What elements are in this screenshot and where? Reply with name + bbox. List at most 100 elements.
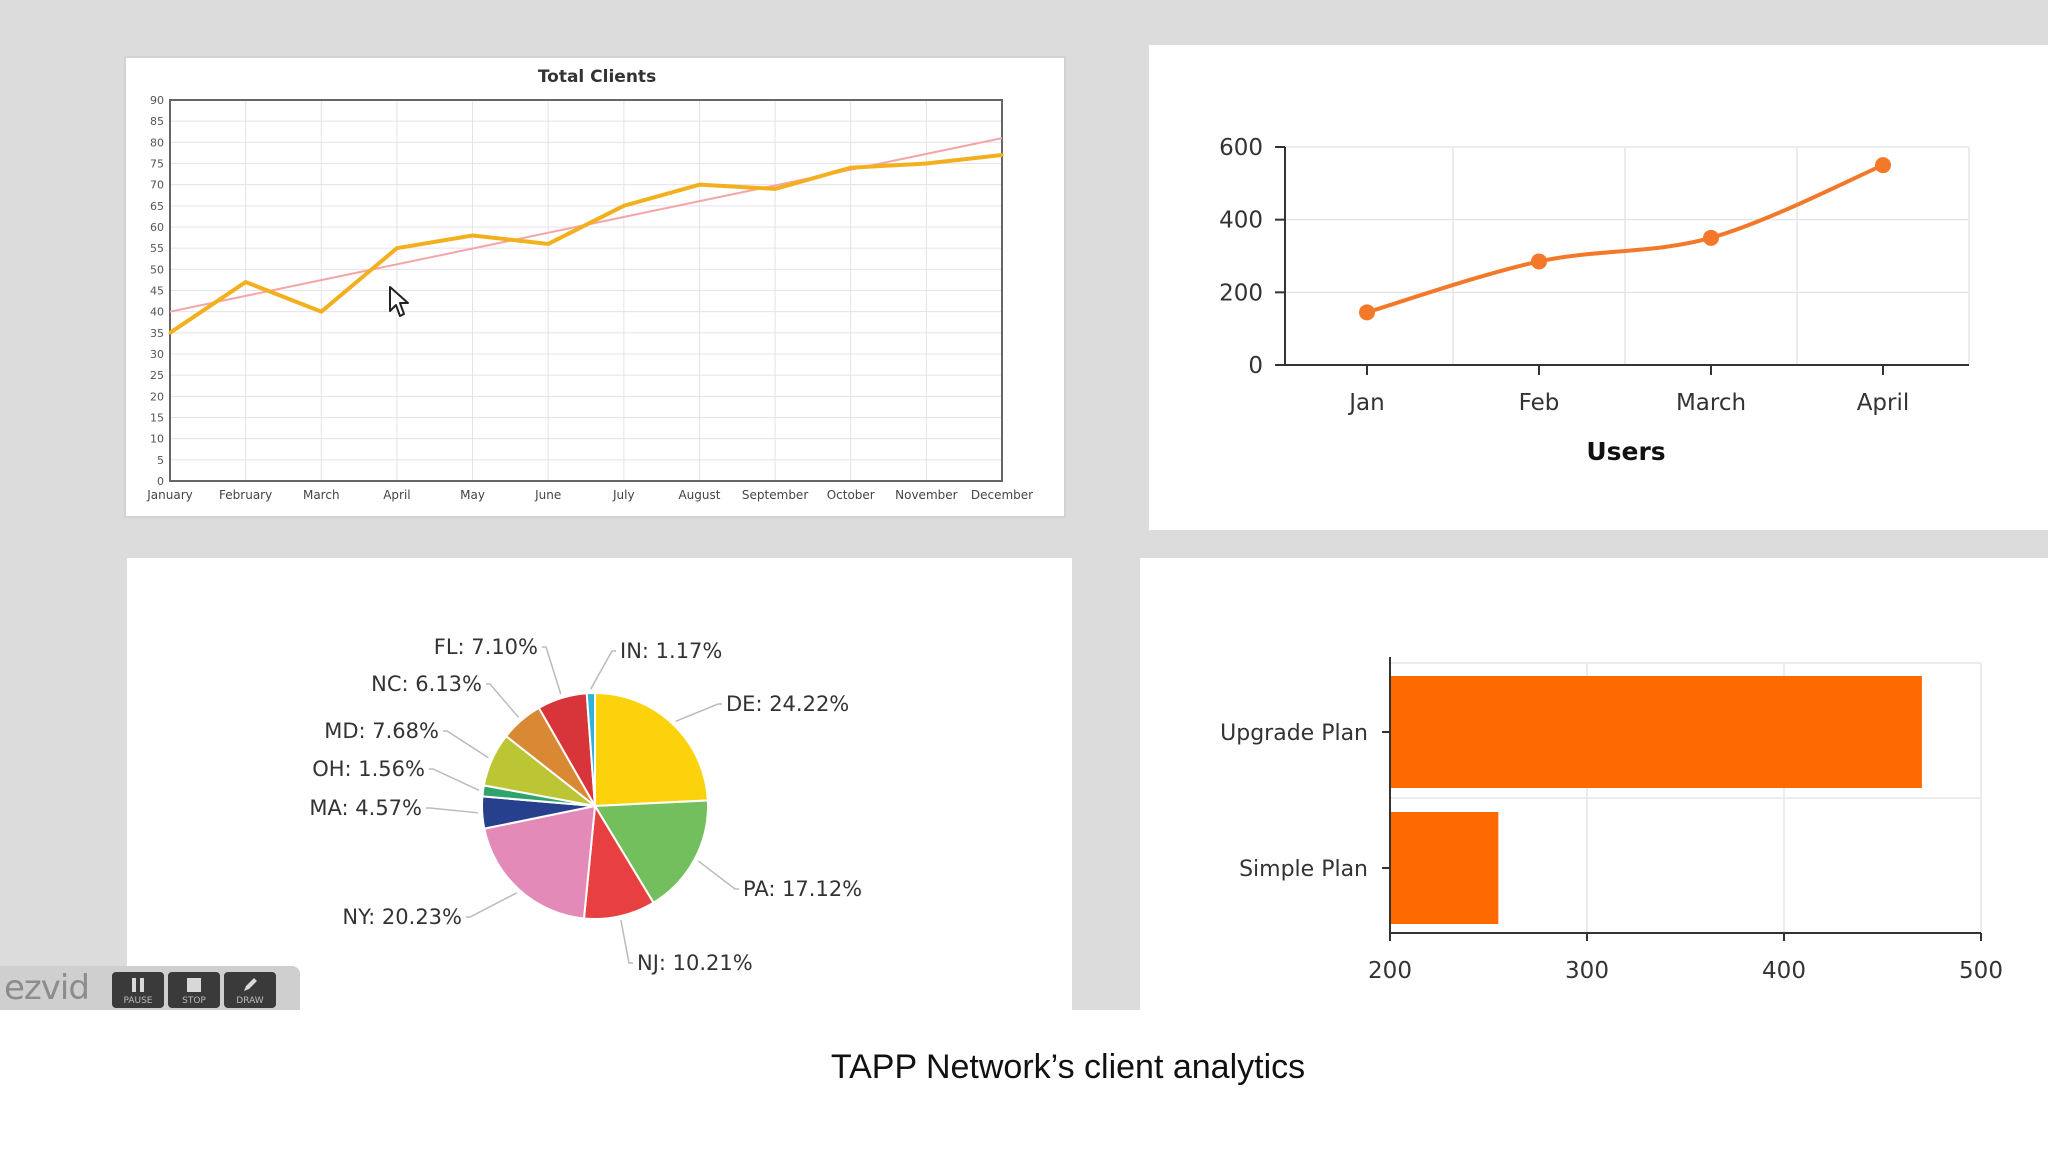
mouse-cursor-icon: [389, 286, 409, 317]
stop-label: STOP: [182, 996, 206, 1006]
pie-slice: [585, 691, 596, 807]
x-tick-label: May: [460, 488, 485, 502]
data-point: [1703, 229, 1719, 246]
stop-button[interactable]: STOP: [168, 972, 220, 1008]
data-point: [546, 242, 550, 246]
pause-button[interactable]: PAUSE: [112, 972, 164, 1008]
y-tick-label: 0: [157, 475, 164, 488]
pie-leader-line: [429, 768, 480, 792]
pause-icon: [132, 978, 144, 992]
y-tick-label: 45: [150, 285, 164, 298]
y-tick-label: 0: [1248, 353, 1263, 379]
x-tick-label: December: [971, 488, 1033, 502]
x-tick-label: March: [303, 488, 340, 502]
pie-slice: [593, 799, 709, 905]
pie-label: PA: 17.12%: [743, 877, 862, 901]
x-tick-label: September: [742, 488, 808, 502]
y-tick-label: 400: [1219, 208, 1263, 234]
plans-panel: 200 300 400 500 Upgrade Plan Simple Plan: [1140, 558, 2048, 1010]
y-tick-label: 50: [150, 263, 164, 276]
pie-label: OH: 1.56%: [312, 757, 425, 781]
data-point: [244, 280, 248, 284]
recorder-toolbar: ezvid PAUSE STOP DRAW: [0, 966, 300, 1010]
plan-bar: [1390, 676, 1922, 788]
data-point: [1359, 304, 1375, 321]
users-panel: 0 200 400 600 Jan Feb March April Users: [1149, 45, 2048, 530]
data-point: [168, 331, 172, 335]
pause-label: PAUSE: [123, 996, 153, 1006]
data-point: [395, 246, 399, 250]
x-tick-label: February: [219, 488, 272, 502]
pie-label: MA: 4.57%: [309, 796, 422, 820]
data-point: [622, 204, 626, 208]
total-clients-chart: Total Clients 0 5 10 15 20 25 30 35 40 45 50 55 60 65 7…: [146, 67, 1033, 502]
y-tick-label: 30: [150, 348, 164, 361]
x-tick-label: November: [895, 488, 957, 502]
x-tick-label: January: [146, 488, 193, 502]
x-tick-label: Jan: [1347, 390, 1384, 416]
dashboard-background: Total Clients 0 5 10 15 20 25 30 35 40 45 50 55 60 65 7…: [0, 0, 2048, 1010]
pie-slice: [483, 804, 597, 920]
x-tick-label: August: [678, 488, 720, 502]
users-chart: 0 200 400 600 Jan Feb March April Users: [1219, 135, 1970, 466]
y-tick-label: 85: [150, 115, 164, 128]
y-tick-label: 80: [150, 136, 164, 149]
x-tick-label: 400: [1762, 958, 1806, 984]
pen-icon: [244, 978, 257, 991]
recorder-logo: ezvid: [4, 968, 90, 1008]
y-tick-label: 70: [150, 179, 164, 192]
pie-label: DE: 24.22%: [726, 692, 849, 716]
pie-label: NY: 20.23%: [342, 905, 462, 929]
y-tick-label: 200: [1219, 280, 1263, 306]
x-tick-label: 200: [1368, 958, 1412, 984]
state-pie-chart: DE: 24.22% PA: 17.12% NJ: 10.21% NY: 20.23%…: [309, 635, 862, 975]
y-tick-label: 40: [150, 306, 164, 319]
data-point: [1000, 153, 1004, 157]
data-point: [924, 162, 928, 165]
x-tick-label: July: [612, 488, 635, 502]
y-tick-label: 5: [157, 454, 164, 467]
y-tick-label: 60: [150, 221, 164, 234]
pie-slice: [582, 802, 655, 920]
data-point: [773, 187, 777, 191]
data-point: [697, 183, 701, 187]
plans-bar-chart: 200 300 400 500 Upgrade Plan Simple Plan: [1220, 657, 2003, 984]
x-tick-label: October: [827, 488, 875, 502]
pie-leader-line: [590, 650, 616, 690]
plot-frame: [169, 99, 1003, 482]
x-tick-label: 500: [1959, 958, 2003, 984]
y-tick-label: 35: [150, 327, 164, 340]
pie-leader-line: [426, 807, 479, 814]
x-tick-label: Feb: [1519, 390, 1560, 416]
pie-leader-line: [466, 892, 518, 918]
slide-caption: TAPP Network’s client analytics: [830, 1048, 1306, 1086]
y-tick-label: 10: [150, 433, 164, 446]
users-line: [1366, 163, 1884, 315]
pie-leader-line: [620, 919, 633, 964]
pie-label: MD: 7.68%: [324, 719, 439, 743]
y-tick-label: 90: [150, 94, 164, 107]
category-label: Simple Plan: [1239, 857, 1368, 882]
y-tick-label: 600: [1219, 135, 1263, 161]
data-point: [471, 233, 475, 237]
data-point: [849, 166, 853, 170]
y-tick-label: 20: [150, 390, 164, 403]
pie-leader-line: [675, 703, 722, 722]
pie-leader-line: [486, 683, 520, 718]
pie-leader-line: [542, 646, 562, 695]
plan-bar: [1390, 812, 1499, 924]
draw-button[interactable]: DRAW: [224, 972, 276, 1008]
x-tick-label: June: [534, 488, 561, 502]
x-tick-label: April: [1857, 390, 1910, 416]
category-label: Upgrade Plan: [1220, 721, 1368, 746]
x-tick-label: 300: [1565, 958, 1609, 984]
pie-leader-line: [443, 730, 489, 759]
pie-leader-line: [697, 860, 739, 890]
y-tick-label: 75: [150, 158, 164, 171]
data-point: [319, 310, 323, 314]
total-clients-line: [168, 153, 1003, 335]
pie-label: NC: 6.13%: [371, 672, 482, 696]
x-tick-label: April: [383, 488, 410, 502]
y-tick-label: 25: [150, 369, 164, 382]
y-tick-label: 55: [150, 242, 164, 255]
